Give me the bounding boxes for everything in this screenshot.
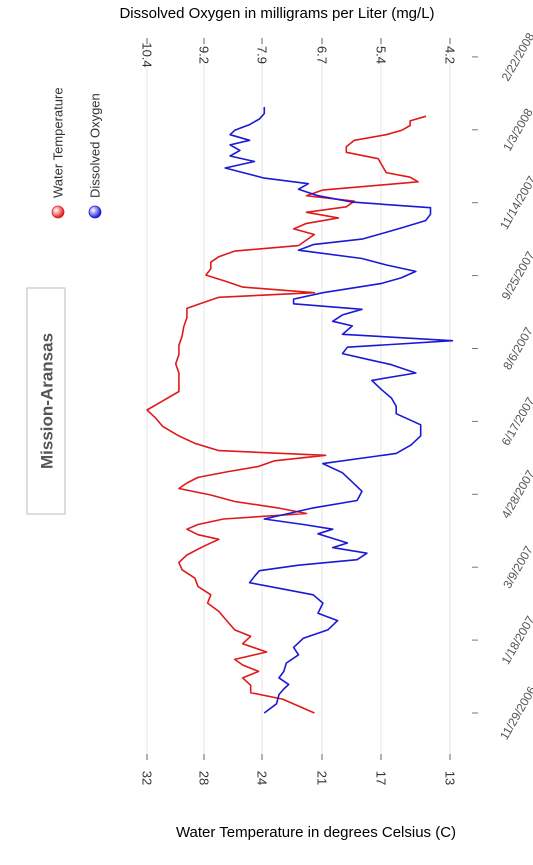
plot-area bbox=[115, 38, 476, 760]
legend-label: Water Temperature bbox=[51, 87, 66, 198]
do-tick-label: 7.9 bbox=[255, 46, 270, 64]
date-tick-label: 6/17/2007 bbox=[499, 395, 533, 449]
do-tick-label: 9.2 bbox=[197, 46, 212, 64]
top-axis-title: Dissolved Oxygen in milligrams per Liter… bbox=[119, 5, 434, 22]
legend-item: Dissolved Oxygen bbox=[88, 93, 103, 219]
temp-tick-label: 32 bbox=[140, 771, 155, 785]
do-tick-label: 5.4 bbox=[374, 46, 389, 64]
temp-tick-label: 24 bbox=[255, 771, 270, 785]
temp-tick-label: 21 bbox=[315, 771, 330, 785]
date-tick-label: 8/6/2007 bbox=[500, 324, 533, 372]
date-tick-label: 9/25/2007 bbox=[499, 249, 533, 303]
date-tick-label: 4/28/2007 bbox=[499, 467, 533, 521]
legend: Water Temperature Dissolved Oxygen bbox=[42, 30, 108, 219]
date-tick-label: 1/3/2008 bbox=[500, 106, 533, 154]
grid-layer bbox=[146, 38, 451, 760]
legend-marker-icon bbox=[51, 205, 65, 219]
station-label-box bbox=[26, 287, 66, 515]
legend-marker-icon bbox=[88, 205, 102, 219]
temp-tick-label: 17 bbox=[374, 771, 389, 785]
temp-tick-label: 28 bbox=[197, 771, 212, 785]
bottom-axis-title: Water Temperature in degrees Celsius (C) bbox=[176, 824, 456, 841]
legend-item: Water Temperature bbox=[51, 87, 66, 219]
date-tick-label: 1/18/2007 bbox=[499, 613, 533, 667]
legend-label: Dissolved Oxygen bbox=[88, 93, 103, 198]
axis-layer bbox=[146, 38, 478, 760]
date-tick-label: 11/29/2006 bbox=[497, 684, 533, 743]
date-tick-label: 3/9/2007 bbox=[500, 543, 533, 591]
do-tick-label: 6.7 bbox=[315, 46, 330, 64]
legend-box bbox=[42, 30, 108, 210]
series-layer bbox=[146, 107, 454, 714]
dissolved-oxygen-line bbox=[224, 107, 454, 714]
date-tick-label: 2/22/2008 bbox=[499, 30, 533, 84]
station-label: Mission-Aransas bbox=[38, 333, 57, 469]
date-tick-label: 11/14/2007 bbox=[497, 173, 533, 232]
do-tick-label: 10.4 bbox=[140, 42, 155, 67]
do-tick-label: 4.2 bbox=[443, 46, 458, 64]
temp-tick-label: 13 bbox=[443, 771, 458, 785]
